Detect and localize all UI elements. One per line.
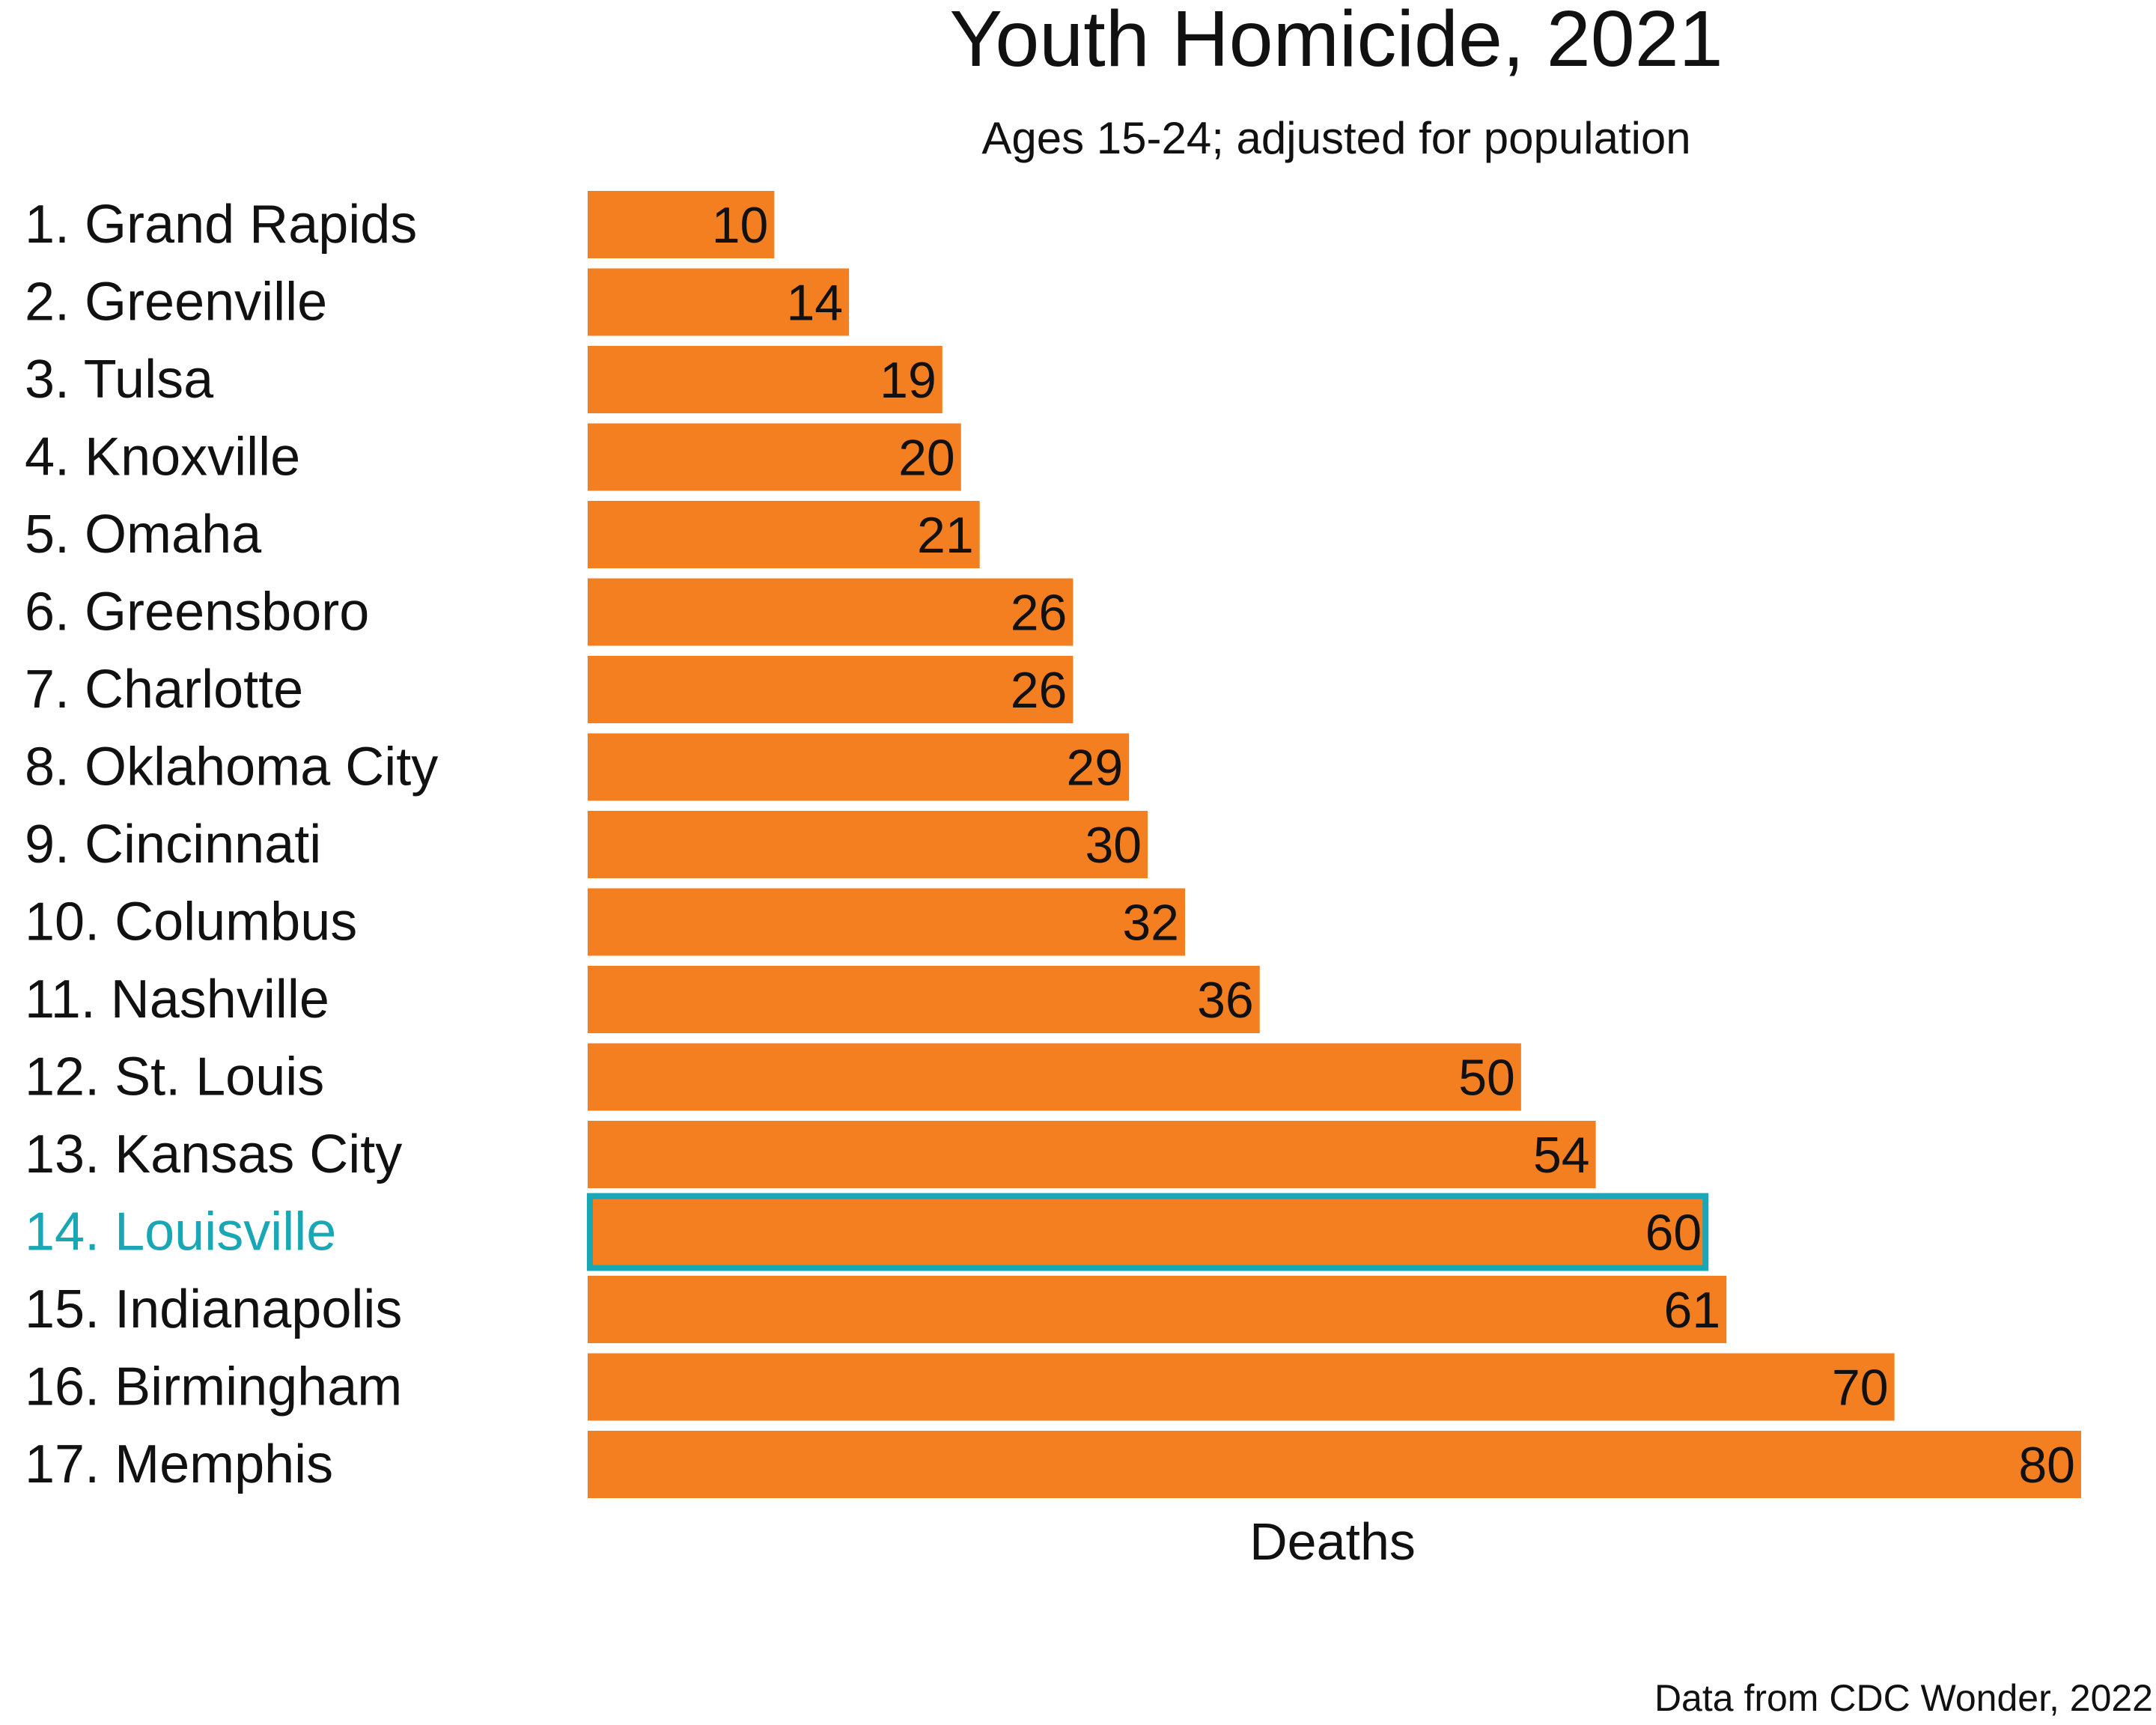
category-label: 7. Charlotte [25, 660, 303, 719]
bar [588, 656, 1073, 723]
data-label: 61 [1664, 1282, 1721, 1339]
bar [588, 1121, 1596, 1188]
data-label: 80 [2018, 1437, 2075, 1494]
bar [588, 811, 1148, 878]
data-label: 30 [1085, 817, 1142, 874]
category-label: 14. Louisville [25, 1202, 336, 1262]
data-label: 60 [1645, 1205, 1702, 1262]
category-label: 13. Kansas City [25, 1125, 402, 1184]
category-label: 4. Knoxville [25, 428, 300, 487]
category-labels: 1. Grand Rapids 2. Greenville 3. Tulsa 4. K… [25, 195, 438, 1494]
bar [588, 1354, 1895, 1421]
data-label: 32 [1122, 895, 1179, 952]
category-label: 12. St. Louis [25, 1047, 324, 1107]
x-axis-label: Deaths [1249, 1512, 1416, 1571]
data-label: 70 [1832, 1360, 1889, 1417]
data-label: 19 [880, 352, 937, 409]
bar [588, 579, 1073, 646]
data-label: 36 [1197, 972, 1254, 1029]
chart-title: Youth Homicide, 2021 [949, 0, 1723, 83]
category-label: 2. Greenville [25, 273, 327, 332]
data-label: 21 [917, 507, 974, 564]
data-label: 50 [1458, 1050, 1515, 1107]
category-label: 15. Indianapolis [25, 1280, 402, 1339]
bar [588, 1431, 2081, 1498]
chart-subtitle: Ages 15-24; adjusted for population [981, 113, 1690, 163]
category-label: 6. Greensboro [25, 582, 369, 642]
source-note: Data from CDC Wonder, 2022 [1654, 1677, 2153, 1719]
bar [588, 1199, 1708, 1266]
bar [588, 734, 1129, 801]
data-label: 20 [898, 430, 955, 487]
bar [588, 1276, 1726, 1343]
bar [588, 889, 1185, 956]
bar [588, 1044, 1521, 1111]
category-label: 8. Oklahoma City [25, 737, 438, 797]
category-label: 10. Columbus [25, 892, 357, 952]
data-label: 26 [1011, 662, 1068, 719]
category-label: 16. Birmingham [25, 1357, 402, 1417]
category-label: 5. Omaha [25, 505, 262, 565]
data-label: 26 [1011, 585, 1068, 642]
category-label: 3. Tulsa [25, 350, 214, 410]
category-label: 9. Cincinnati [25, 815, 321, 874]
data-label: 10 [712, 197, 769, 254]
category-label: 11. Nashville [25, 970, 329, 1029]
bar [588, 966, 1260, 1033]
data-label: 29 [1067, 740, 1124, 797]
bars-layer: 10 14 19 20 21 26 26 29 30 32 36 50 54 60 61 70 80 [588, 191, 2081, 1498]
data-label: 14 [786, 275, 843, 332]
data-label: 54 [1533, 1127, 1590, 1184]
category-label: 1. Grand Rapids [25, 195, 417, 255]
category-label: 17. Memphis [25, 1435, 333, 1494]
